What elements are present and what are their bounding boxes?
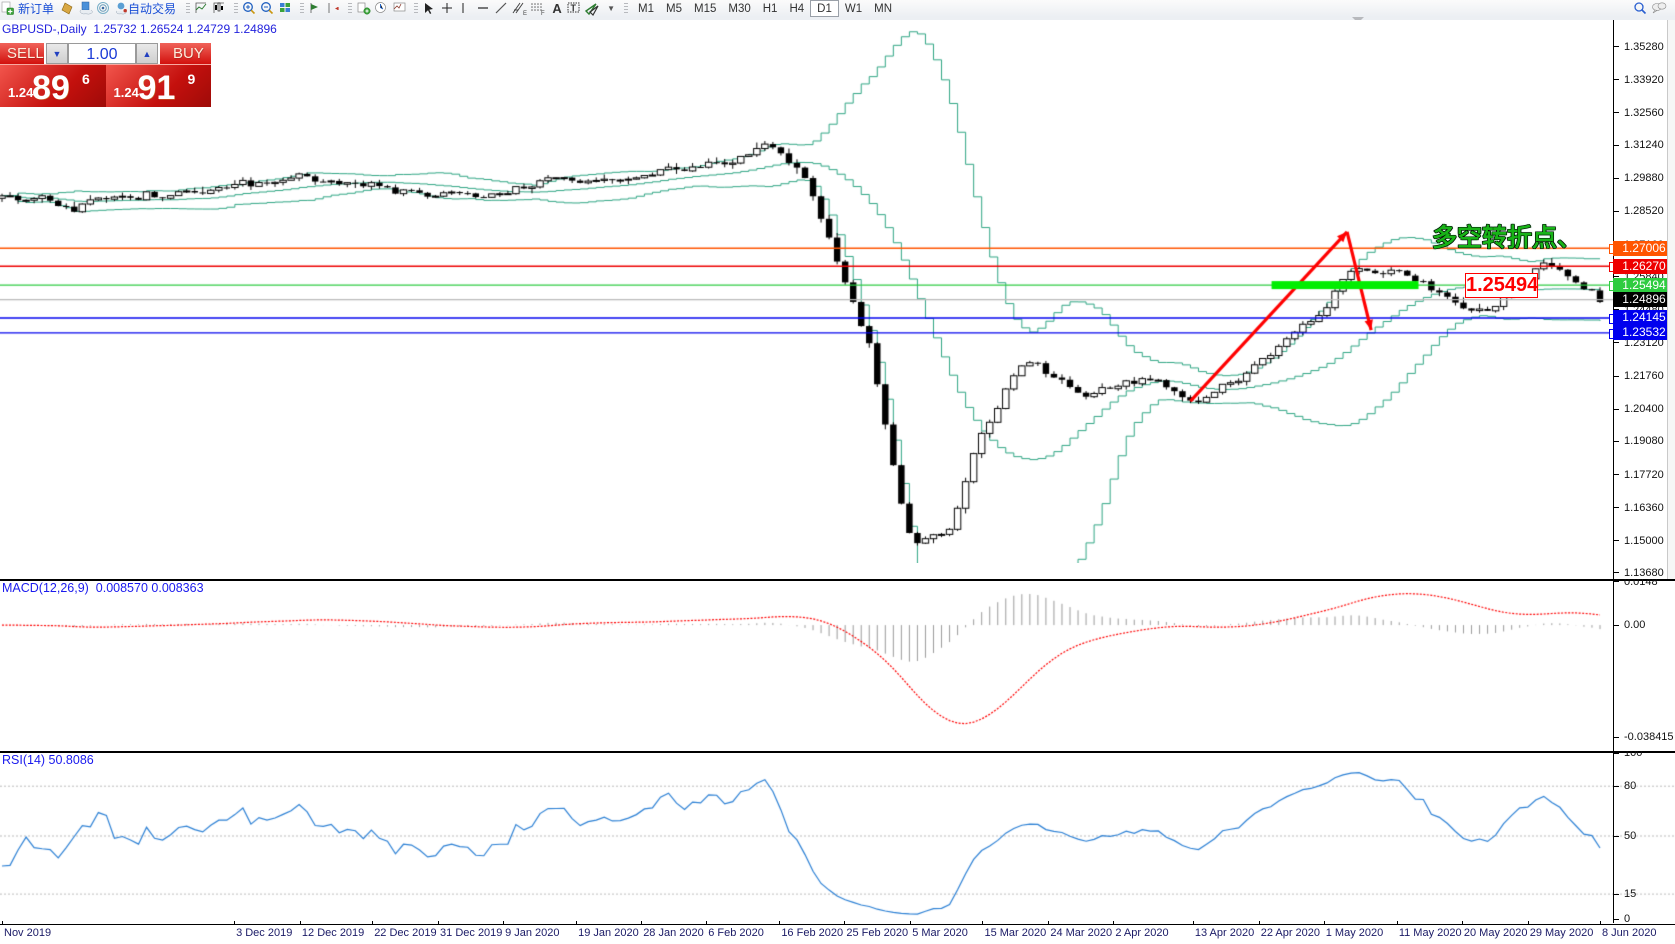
svg-text:T: T xyxy=(571,3,577,13)
svg-text:E: E xyxy=(523,11,527,17)
svg-text:F: F xyxy=(541,11,545,17)
